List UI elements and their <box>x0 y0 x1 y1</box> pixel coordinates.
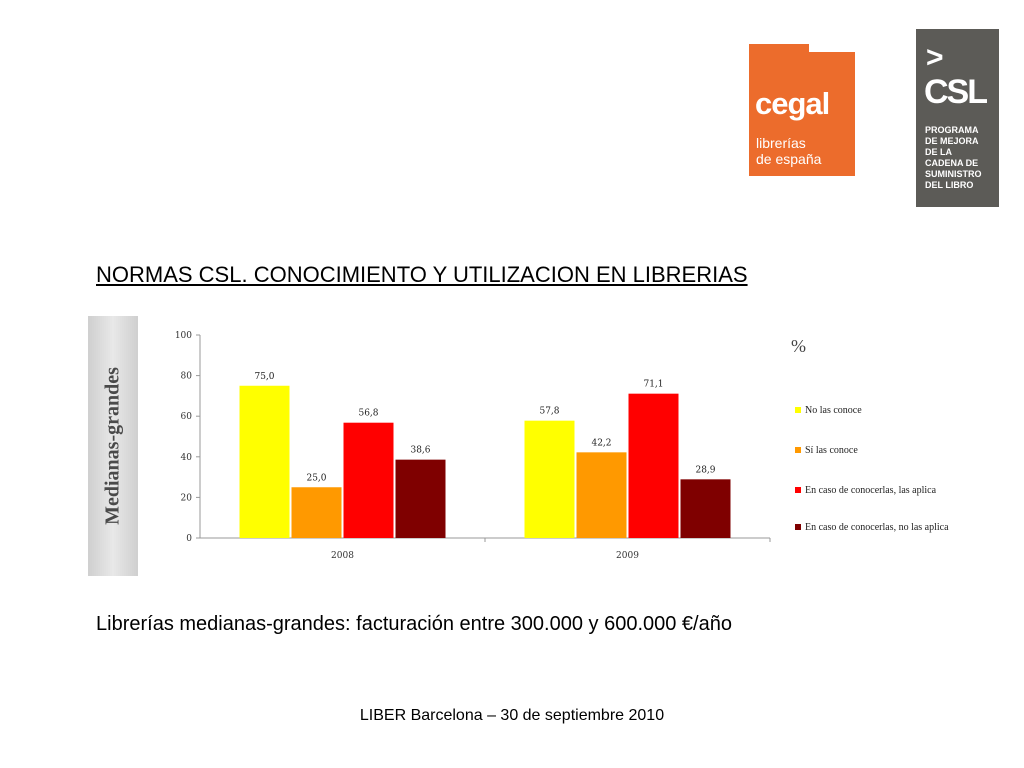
legend-swatch <box>795 447 801 453</box>
bar-value-label: 75,0 <box>254 372 274 382</box>
cegal-logo-line1: librerías <box>756 135 806 151</box>
cegal-logo-tab <box>749 44 809 54</box>
y-tick-label: 60 <box>181 412 193 422</box>
bar-value-label: 28,9 <box>695 465 715 475</box>
bar <box>239 385 290 538</box>
legend-label: No las conoce <box>805 405 862 416</box>
slide-title: NORMAS CSL. CONOCIMIENTO Y UTILIZACION E… <box>96 262 748 287</box>
csl-logo-text: PROGRAMA DE MEJORA DE LA CADENA DE SUMIN… <box>925 125 982 191</box>
side-label: Medianas-grandes <box>101 367 124 525</box>
bar-value-label: 42,2 <box>591 438 611 448</box>
bar <box>628 393 679 538</box>
legend-swatch <box>795 524 801 530</box>
bar <box>576 452 627 538</box>
legend-label: Sí las conoce <box>805 445 858 456</box>
bar <box>524 420 575 538</box>
bar <box>291 487 342 538</box>
cegal-logo: cegal librerías de españa <box>749 44 855 176</box>
csl-logo: > CSL PROGRAMA DE MEJORA DE LA CADENA DE… <box>916 29 999 207</box>
legend-swatch <box>795 487 801 493</box>
bar-value-label: 57,8 <box>539 407 559 417</box>
bar <box>680 479 731 538</box>
bar-value-label: 56,8 <box>358 409 378 419</box>
csl-line: SUMINISTRO <box>925 169 982 179</box>
bar-value-label: 25,0 <box>306 473 326 483</box>
slide-subtitle: Librerías medianas-grandes: facturación … <box>96 613 732 635</box>
legend-label: En caso de conocerlas, las aplica <box>805 485 937 496</box>
y-tick-label: 40 <box>181 453 193 463</box>
legend-swatch <box>795 407 801 413</box>
y-tick-label: 0 <box>186 534 192 544</box>
legend-label: En caso de conocerlas, no las aplica <box>805 522 949 533</box>
csl-logo-word: CSL <box>924 73 988 111</box>
bar <box>343 422 394 538</box>
slide-footer: LIBER Barcelona – 30 de septiembre 2010 <box>359 707 665 724</box>
y-tick-label: 20 <box>181 493 193 503</box>
cegal-logo-line2: de españa <box>756 151 822 167</box>
x-category-label: 2009 <box>616 551 639 561</box>
x-category-label: 2008 <box>331 551 354 561</box>
csl-line: PROGRAMA <box>925 125 979 135</box>
y-tick-label: 100 <box>175 331 192 341</box>
y-tick-label: 80 <box>181 372 193 382</box>
bar-chart: 0 20 40 60 80 100 75,0 25,0 56,8 38,6 2008 57,8 42,2… <box>175 331 771 561</box>
bar-value-label: 71,1 <box>643 380 663 390</box>
side-label-panel: Medianas-grandes <box>88 316 138 576</box>
unit-label: % <box>791 336 806 356</box>
csl-line: DE LA <box>925 147 952 157</box>
bar <box>395 459 446 538</box>
bar-value-label: 38,6 <box>410 446 430 456</box>
csl-line: DE MEJORA <box>925 136 979 146</box>
csl-arrow-icon: > <box>926 41 944 74</box>
cegal-logo-word: cegal <box>755 86 830 121</box>
csl-line: CADENA DE <box>925 158 979 168</box>
csl-line: DEL LIBRO <box>925 180 974 190</box>
